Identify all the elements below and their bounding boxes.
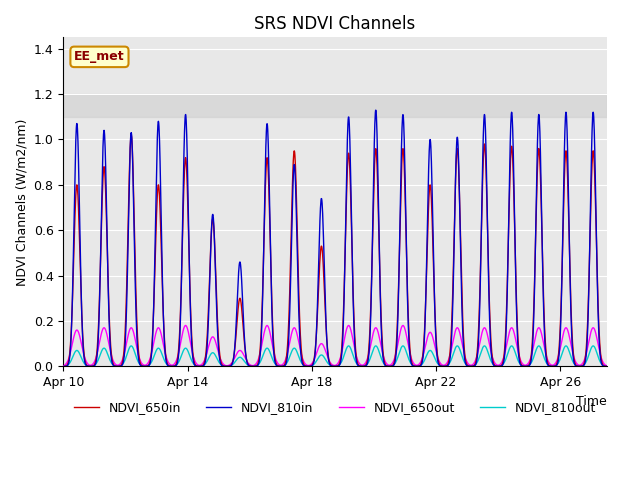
NDVI_650out [60, 363, 67, 369]
NDVI_810out [309, 362, 317, 368]
NDVI_810in [60, 363, 67, 369]
NDVI_650out [488, 351, 495, 357]
NDVI_810in [587, 176, 595, 182]
NDVI_810in [372, 107, 380, 113]
NDVI_650out [182, 323, 189, 328]
NDVI_810in [309, 361, 317, 367]
NDVI_650out [587, 329, 595, 335]
NDVI_810in [324, 348, 332, 354]
NDVI_810out [488, 359, 495, 364]
NDVI_810in [488, 353, 495, 359]
NDVI_810out [587, 347, 595, 352]
X-axis label: Time: Time [576, 395, 607, 408]
NDVI_650in [588, 185, 595, 191]
NDVI_810out [60, 363, 67, 369]
NDVI_650out [324, 355, 332, 360]
NDVI_650out [588, 328, 595, 334]
NDVI_650in [603, 363, 611, 369]
Line: NDVI_650out: NDVI_650out [63, 325, 607, 366]
Bar [63, 94, 607, 117]
NDVI_810out [589, 343, 597, 349]
Legend: NDVI_650in, NDVI_810in, NDVI_650out, NDVI_810out: NDVI_650in, NDVI_810in, NDVI_650out, NDV… [68, 396, 601, 420]
NDVI_650in [310, 359, 317, 365]
NDVI_650in [87, 363, 95, 369]
NDVI_810in [588, 162, 595, 168]
NDVI_650in [60, 363, 67, 369]
NDVI_810in [603, 363, 611, 369]
NDVI_650in [324, 349, 332, 355]
Y-axis label: NDVI Channels (W/m2/nm): NDVI Channels (W/m2/nm) [15, 118, 28, 286]
NDVI_810in [87, 363, 95, 369]
NDVI_810out [324, 360, 332, 366]
NDVI_650in [127, 132, 135, 138]
Line: NDVI_810out: NDVI_810out [63, 346, 607, 366]
NDVI_650out [87, 362, 95, 368]
Line: NDVI_810in: NDVI_810in [63, 110, 607, 366]
Text: EE_met: EE_met [74, 50, 125, 63]
NDVI_650out [310, 358, 317, 364]
Line: NDVI_650in: NDVI_650in [63, 135, 607, 366]
NDVI_810out [587, 346, 595, 351]
NDVI_650in [587, 195, 595, 201]
Title: SRS NDVI Channels: SRS NDVI Channels [254, 15, 415, 33]
NDVI_810out [603, 363, 611, 369]
NDVI_810out [87, 363, 95, 369]
NDVI_650out [603, 363, 611, 369]
NDVI_650in [488, 346, 495, 352]
